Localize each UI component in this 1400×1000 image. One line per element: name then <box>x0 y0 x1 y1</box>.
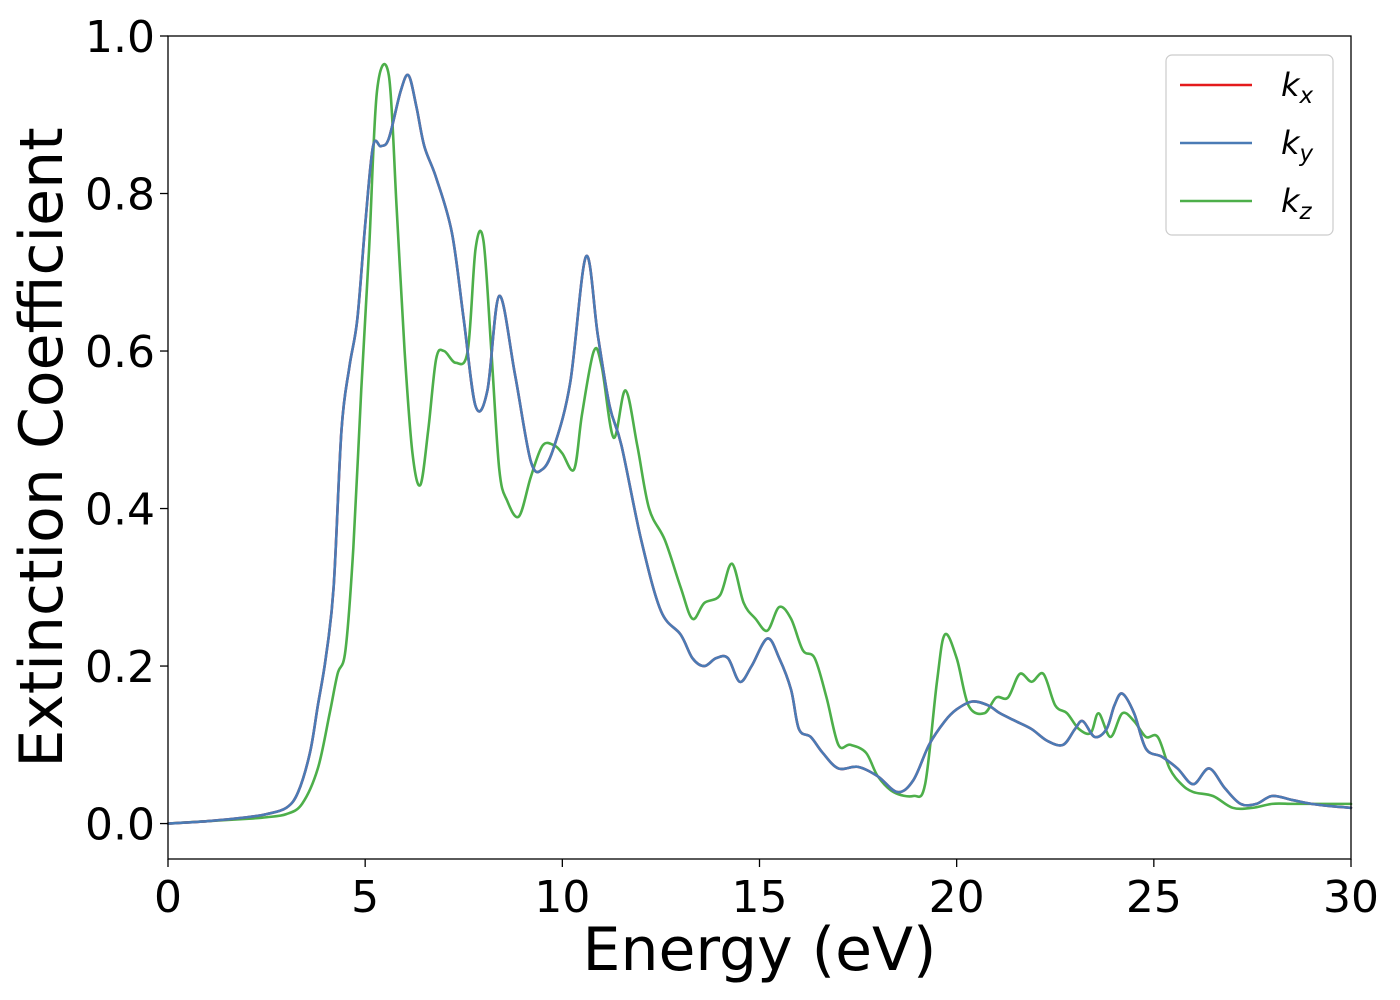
series-layer <box>166 62 1353 825</box>
y-axis-title: Extinction Coefficient <box>7 127 77 767</box>
y-tick-label: 0.0 <box>85 800 155 851</box>
x-axis-ticks: 0 5 10 15 20 25 30 <box>154 859 1379 923</box>
legend-box <box>1165 54 1334 236</box>
x-tick-label: 30 <box>1323 872 1379 923</box>
y-axis-ticks: 0.0 0.2 0.4 0.6 0.8 1.0 <box>85 12 168 851</box>
x-tick-label: 25 <box>1126 872 1182 923</box>
x-tick-label: 0 <box>154 872 182 923</box>
x-tick-label: 20 <box>929 872 985 923</box>
x-axis-title: Energy (eV) <box>583 915 937 985</box>
y-tick-label: 0.2 <box>85 642 155 693</box>
y-tick-label: 0.4 <box>85 485 155 536</box>
x-tick-label: 15 <box>732 872 788 923</box>
series-line-ky <box>166 73 1353 825</box>
y-tick-label: 0.6 <box>85 327 155 378</box>
series-line-kz <box>166 62 1353 825</box>
legend-label-ky: ky <box>1281 124 1314 167</box>
x-tick-label: 5 <box>351 872 379 923</box>
y-tick-label: 0.8 <box>85 170 155 221</box>
x-tick-label: 10 <box>534 872 590 923</box>
y-tick-label: 1.0 <box>85 12 155 63</box>
